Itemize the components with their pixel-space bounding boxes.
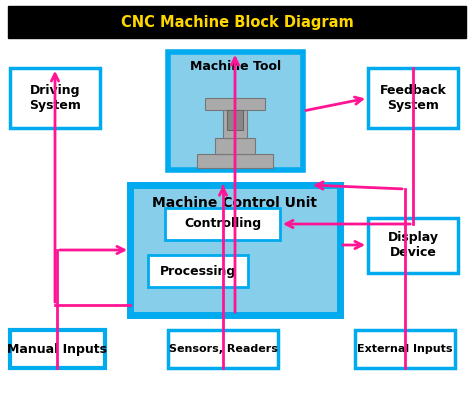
FancyBboxPatch shape — [10, 68, 100, 128]
FancyBboxPatch shape — [130, 185, 340, 315]
FancyBboxPatch shape — [215, 138, 255, 154]
Text: Machine Control Unit: Machine Control Unit — [153, 196, 318, 210]
FancyBboxPatch shape — [168, 330, 278, 368]
Text: Display
Device: Display Device — [388, 231, 438, 259]
FancyBboxPatch shape — [355, 330, 455, 368]
FancyBboxPatch shape — [205, 98, 265, 110]
Text: Controlling: Controlling — [184, 217, 261, 231]
Text: Processing: Processing — [160, 265, 236, 277]
Text: External Inputs: External Inputs — [357, 344, 453, 354]
Text: Feedback
System: Feedback System — [380, 84, 447, 112]
Text: CNC Machine Block Diagram: CNC Machine Block Diagram — [120, 14, 354, 30]
FancyBboxPatch shape — [368, 68, 458, 128]
FancyBboxPatch shape — [10, 330, 105, 368]
FancyBboxPatch shape — [223, 106, 247, 138]
FancyBboxPatch shape — [148, 255, 248, 287]
FancyBboxPatch shape — [8, 6, 466, 38]
Text: Manual Inputs: Manual Inputs — [8, 342, 108, 356]
Text: Sensors, Readers: Sensors, Readers — [169, 344, 277, 354]
Text: Machine Tool: Machine Tool — [190, 59, 281, 73]
FancyBboxPatch shape — [368, 218, 458, 273]
FancyBboxPatch shape — [165, 208, 280, 240]
FancyBboxPatch shape — [227, 110, 243, 130]
FancyBboxPatch shape — [197, 154, 273, 168]
Text: Driving
System: Driving System — [29, 84, 81, 112]
FancyBboxPatch shape — [168, 52, 303, 170]
